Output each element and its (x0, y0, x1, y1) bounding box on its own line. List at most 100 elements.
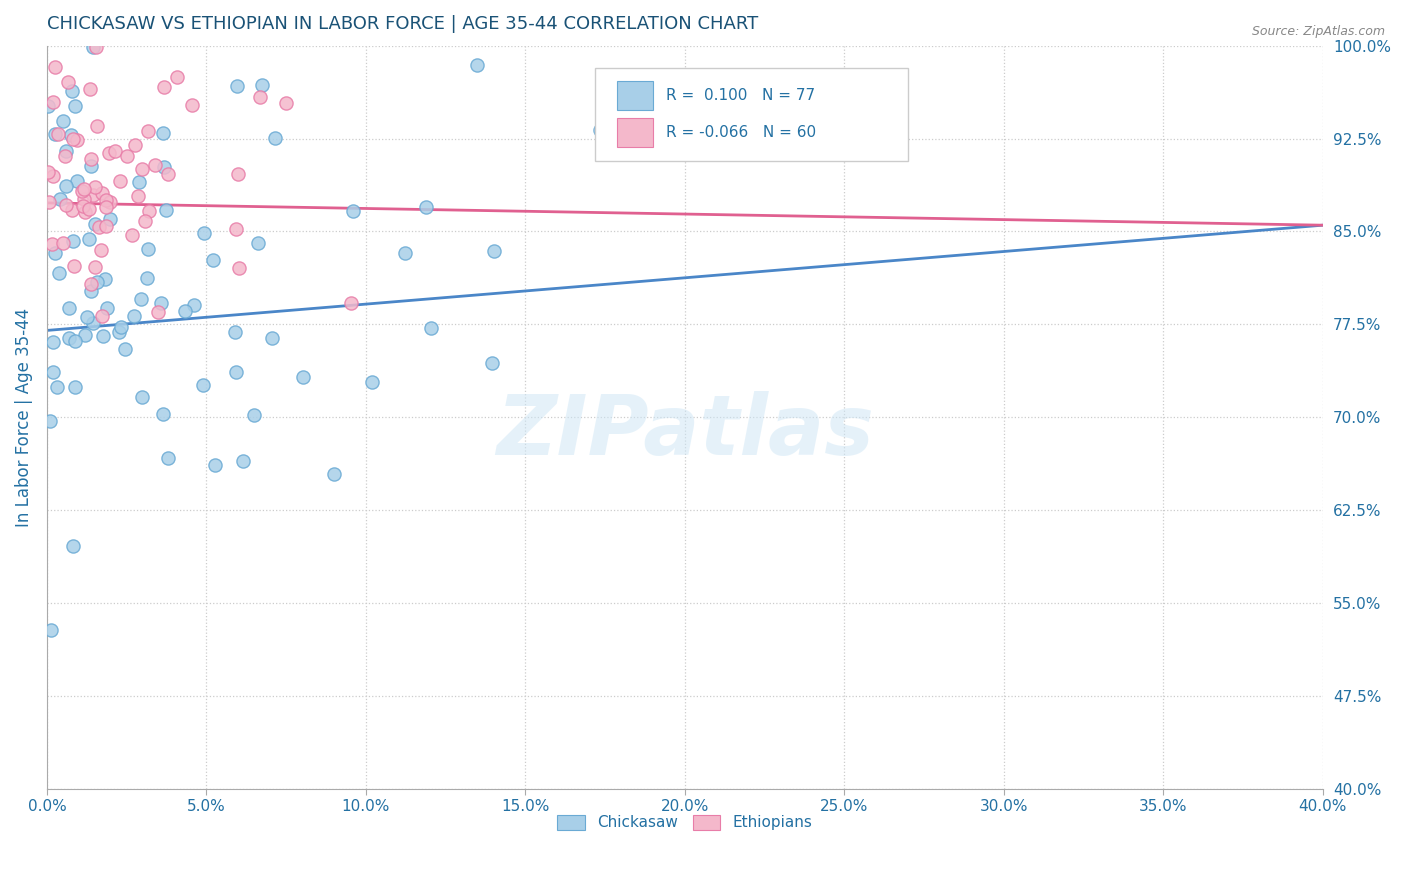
Point (80, 277, 103, 292)
Point (55, 179, 77, 194)
Point (340, 295, 363, 310)
Point (129, 292, 152, 306)
Point (124, 137, 146, 152)
Point (242, 408, 264, 422)
Text: R =  0.100   N = 77: R = 0.100 N = 77 (665, 88, 814, 103)
Point (84, 180, 107, 194)
Point (42, 169, 65, 184)
Point (53, 149, 76, 163)
Point (87, 219, 110, 234)
Point (63, 98, 86, 112)
Point (52, 235, 75, 250)
Point (136, 242, 159, 256)
Point (86, 275, 108, 289)
Point (260, 331, 283, 345)
Point (83, 260, 105, 274)
Point (91, 329, 114, 343)
Point (224, 325, 246, 339)
Bar (617, 80, 652, 111)
Point (263, 131, 285, 145)
Point (108, 325, 131, 339)
Point (42, 365, 65, 379)
Point (143, 158, 166, 172)
Point (136, 124, 159, 138)
Point (73, 192, 96, 206)
Point (155, 203, 177, 218)
Point (152, 126, 174, 140)
Point (323, 467, 346, 482)
Point (41, 236, 63, 251)
Point (62, 84, 84, 98)
Point (44, 246, 66, 260)
Text: R = -0.066   N = 60: R = -0.066 N = 60 (665, 125, 815, 140)
Point (52, 114, 75, 128)
Point (246, 235, 269, 250)
Point (232, 453, 254, 467)
Point (75, 327, 97, 342)
Point (115, 148, 138, 162)
Point (48, 266, 70, 280)
Point (55, 197, 77, 211)
Point (49, 192, 72, 206)
Point (226, 79, 249, 94)
Point (65, 379, 87, 393)
Point (110, 320, 132, 334)
Point (226, 167, 249, 181)
Point (82, 40, 104, 54)
Point (38, 414, 60, 428)
Point (66, 132, 89, 146)
Point (62, 132, 84, 146)
Point (94, 194, 117, 208)
Point (98, 194, 121, 209)
Point (91, 186, 114, 201)
Point (90, 243, 112, 257)
Point (77, 232, 100, 246)
Point (122, 309, 145, 323)
Point (58, 301, 80, 316)
Point (38, 195, 60, 210)
Point (181, 98, 204, 112)
Point (156, 168, 179, 182)
Point (465, 58, 488, 72)
Point (82, 188, 104, 202)
Point (146, 304, 169, 318)
Point (79, 153, 101, 167)
Point (228, 261, 250, 276)
Point (79, 82, 101, 96)
Point (42, 95, 65, 110)
Point (394, 245, 416, 260)
Y-axis label: In Labor Force | Age 35-44: In Labor Force | Age 35-44 (15, 308, 32, 526)
Point (56, 75, 79, 89)
Point (58, 331, 80, 345)
Point (94, 219, 117, 233)
Point (481, 356, 503, 370)
Text: Source: ZipAtlas.com: Source: ZipAtlas.com (1251, 25, 1385, 38)
Point (96, 301, 118, 315)
Point (274, 95, 297, 110)
Point (156, 451, 179, 466)
Point (94, 200, 117, 214)
Point (42, 334, 65, 349)
Point (73, 182, 96, 196)
Point (55, 144, 77, 158)
Point (589, 123, 612, 137)
Point (62, 234, 84, 248)
Point (82, 316, 104, 330)
Point (37, 98, 59, 112)
Point (134, 214, 156, 228)
Point (72, 199, 94, 213)
Point (104, 144, 127, 158)
Point (79, 202, 101, 217)
Point (44, 127, 66, 141)
Point (419, 321, 441, 335)
Point (83, 217, 105, 231)
Point (249, 89, 271, 103)
Point (66, 174, 89, 188)
Point (342, 204, 364, 219)
Point (44, 60, 66, 74)
Point (121, 227, 143, 242)
Point (361, 375, 384, 389)
Point (91, 310, 114, 324)
Point (94, 272, 117, 286)
Point (127, 189, 149, 203)
